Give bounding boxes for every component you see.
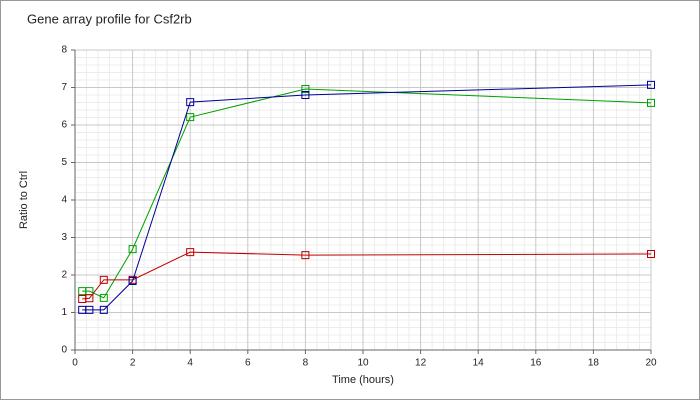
y-tick-label: 0	[61, 345, 67, 356]
x-tick-label: 20	[645, 358, 657, 369]
point-marker	[301, 85, 310, 93]
y-tick-label: 8	[61, 45, 67, 56]
point-marker	[99, 305, 108, 314]
point-marker	[186, 248, 195, 257]
x-tick-label: 4	[187, 358, 193, 369]
point-marker	[186, 113, 195, 122]
series-line	[82, 84, 652, 311]
x-tick-label: 0	[72, 358, 78, 369]
y-tick-label: 4	[61, 195, 67, 206]
chart-title: Gene array profile for Csf2rb	[27, 11, 192, 26]
point-marker	[85, 305, 94, 314]
x-axis-title: Time (hours)	[332, 374, 394, 386]
x-tick-label: 10	[357, 358, 369, 369]
y-axis-title: Ratio to Ctrl	[18, 171, 30, 229]
y-tick-label: 1	[61, 307, 67, 318]
y-tick-label: 3	[61, 232, 67, 243]
point-marker	[647, 80, 655, 89]
y-tick-label: 7	[61, 82, 67, 93]
point-marker	[647, 98, 655, 107]
point-marker	[128, 277, 137, 285]
y-tick-label: 5	[61, 157, 67, 168]
point-marker	[301, 91, 310, 99]
series-line	[82, 88, 652, 299]
y-tick-label: 6	[61, 120, 67, 131]
point-marker	[128, 245, 137, 254]
point-marker	[301, 251, 310, 260]
y-tick-label: 2	[61, 270, 67, 281]
x-tick-label: 14	[473, 358, 485, 369]
point-marker	[647, 250, 655, 258]
point-marker	[85, 294, 94, 303]
x-tick-label: 2	[130, 358, 136, 369]
x-tick-label: 6	[245, 358, 251, 369]
x-tick-label: 8	[303, 358, 309, 369]
point-marker	[99, 293, 108, 302]
x-tick-label: 18	[588, 358, 600, 369]
point-marker	[186, 98, 195, 107]
x-tick-label: 16	[530, 358, 542, 369]
x-tick-label: 12	[415, 358, 427, 369]
point-marker	[99, 275, 108, 284]
